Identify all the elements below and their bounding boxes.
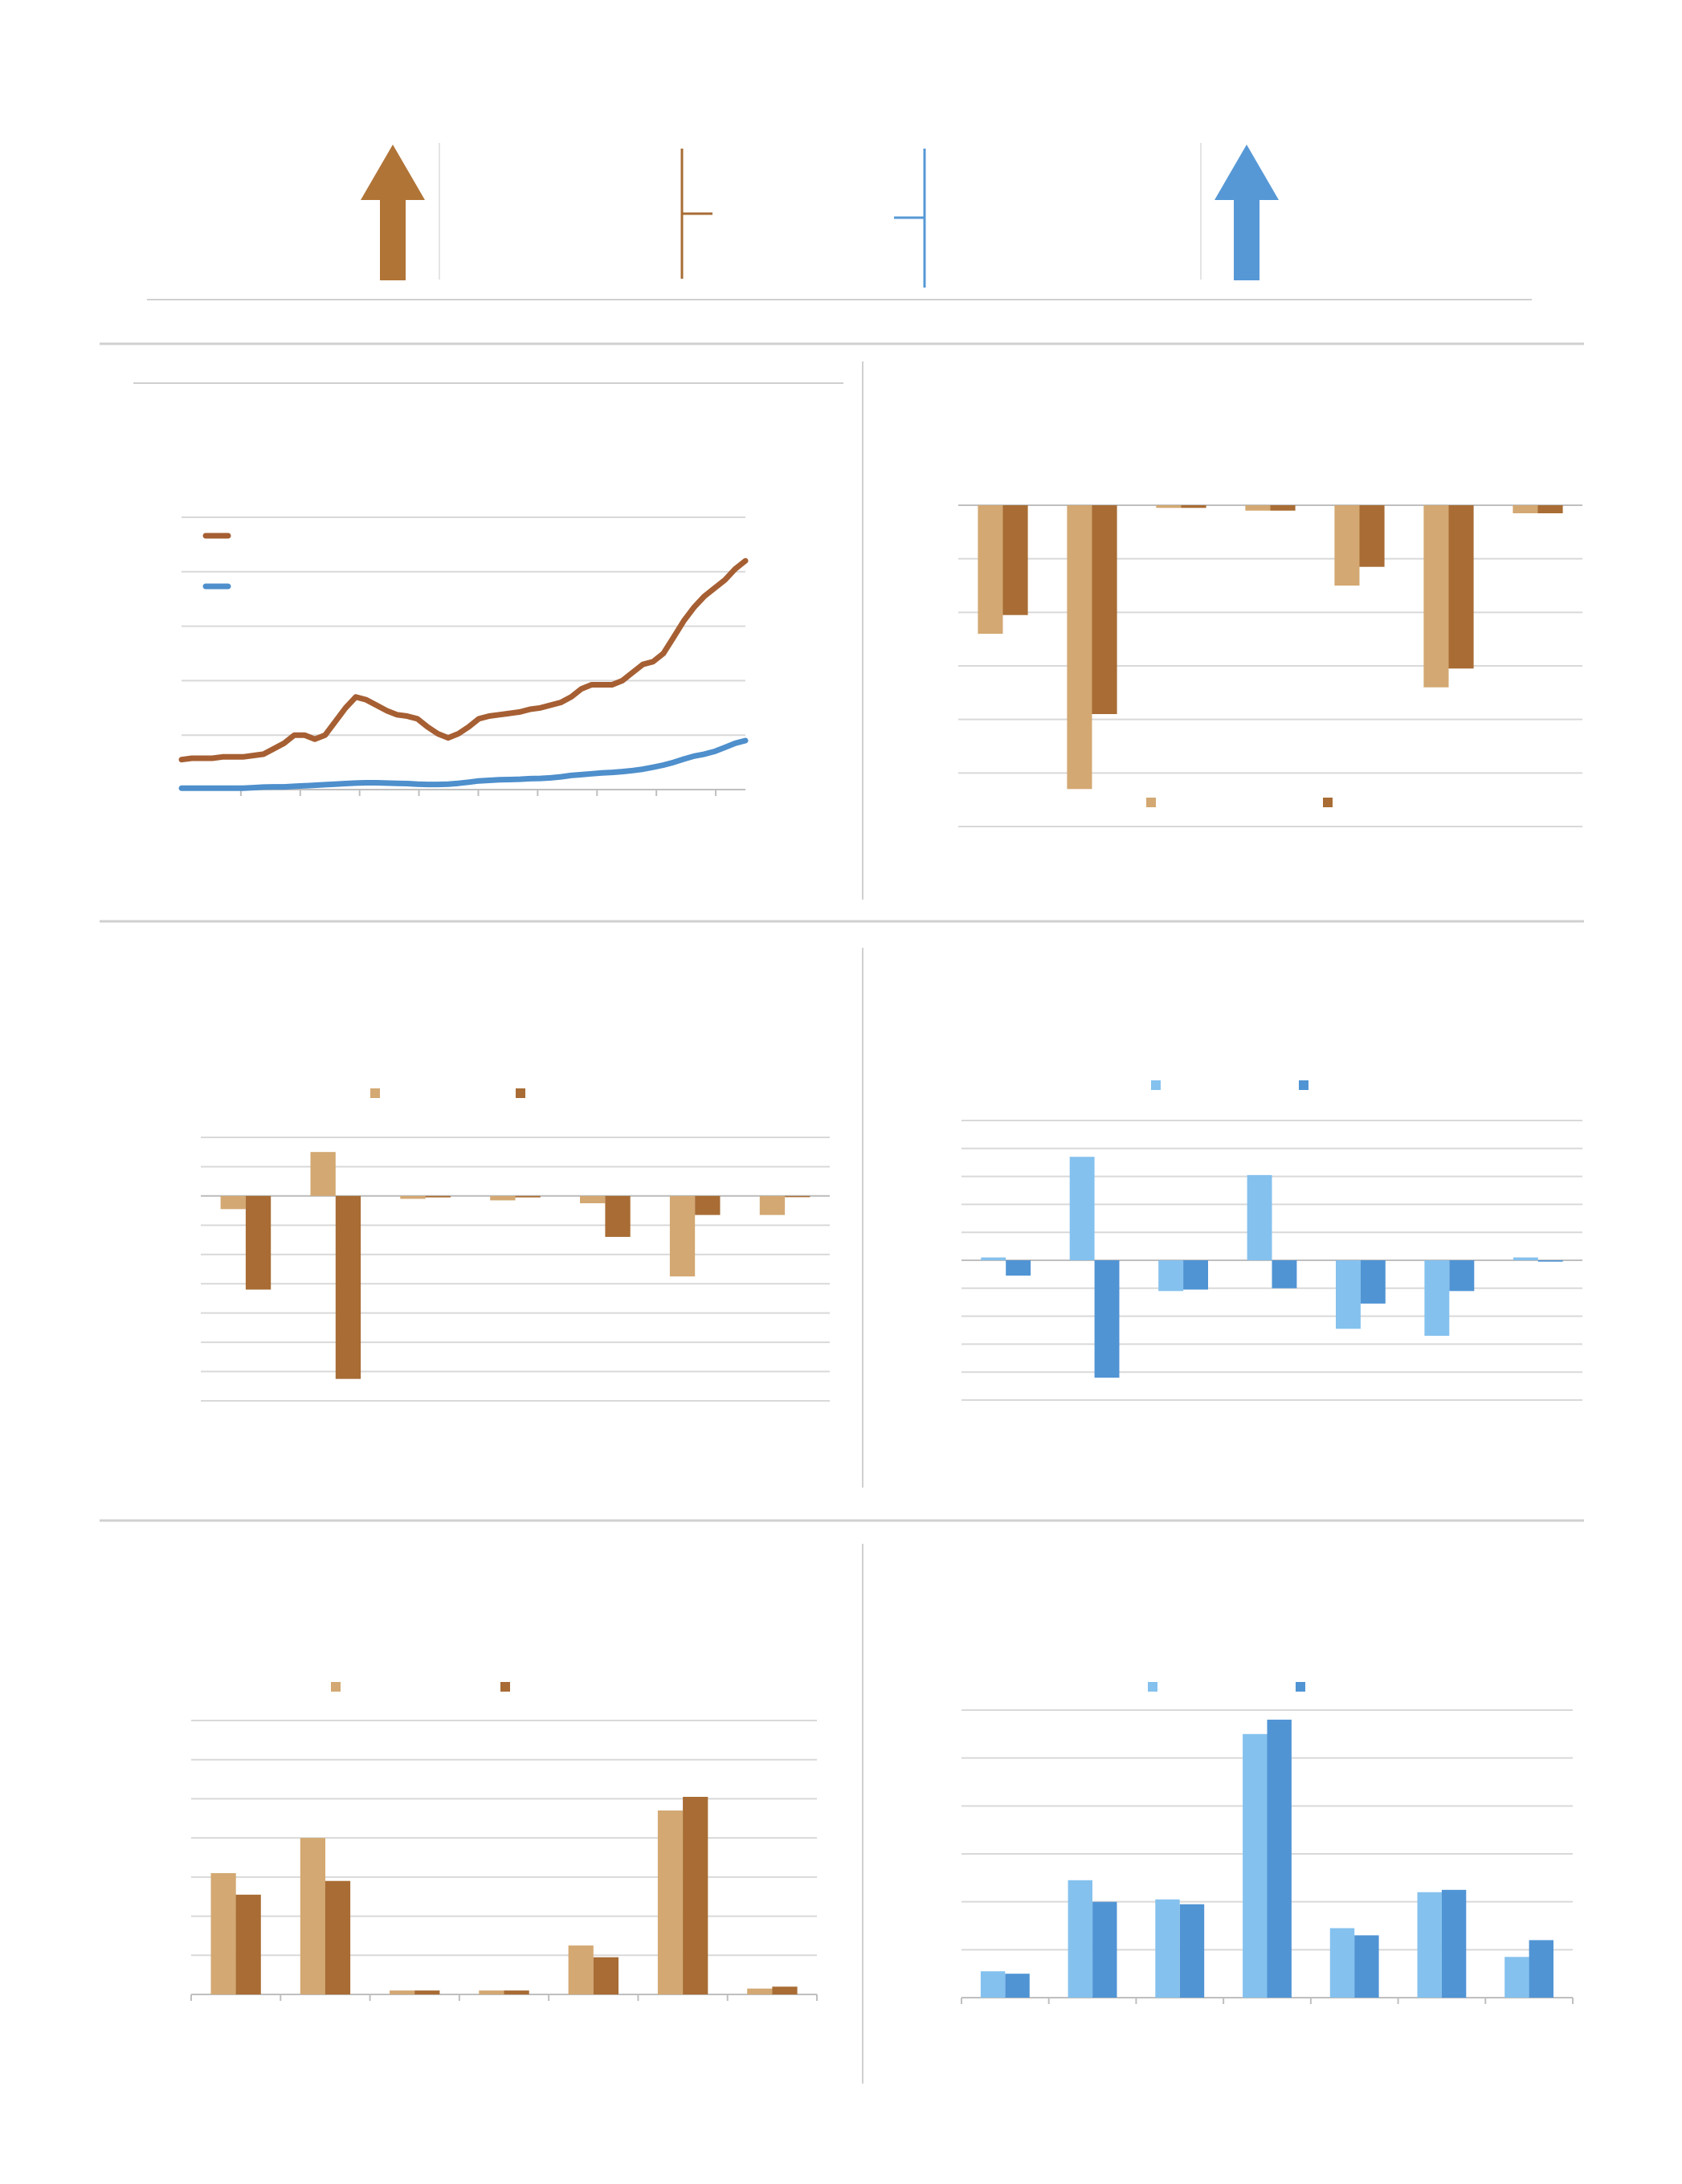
bar-s2-4 <box>1267 1719 1292 1998</box>
bar-s2-3 <box>1179 1904 1205 1998</box>
bar-s1-1 <box>978 505 1003 634</box>
line-series-2 <box>178 737 749 791</box>
bar-s1-6 <box>669 1195 696 1277</box>
bar-s2-1 <box>235 1894 261 1994</box>
bar-s2-2 <box>335 1195 361 1379</box>
bar-s1-5 <box>1336 1260 1361 1329</box>
bar-s1-1 <box>980 1971 1006 1998</box>
bar-s1-5 <box>580 1195 606 1203</box>
bar-s1-3 <box>400 1195 426 1199</box>
bar-s1-5 <box>1329 1928 1355 1998</box>
bar-s2-3 <box>1181 505 1206 508</box>
bar-chart-middle-right <box>961 1080 1582 1401</box>
bracket-blue <box>894 149 926 288</box>
bar-s2-7 <box>1537 505 1563 513</box>
bar-s1-2 <box>310 1152 336 1196</box>
bar-s2-1 <box>1005 1974 1030 1998</box>
bar-s1-2 <box>1067 505 1092 790</box>
bar-s2-2 <box>1092 1901 1117 1998</box>
bar-s1-6 <box>1417 1892 1442 1998</box>
bar-s2-6 <box>683 1797 708 1994</box>
bar-s2-5 <box>1359 505 1385 567</box>
legend-swatch-1 <box>331 1682 341 1692</box>
bar-s1-1 <box>210 1873 236 1994</box>
bar-s2-4 <box>504 1990 529 1994</box>
bar-s1-4 <box>1247 1174 1272 1260</box>
bar-s2-4 <box>1272 1260 1297 1288</box>
bar-s1-7 <box>1513 505 1538 513</box>
bar-s2-4 <box>515 1195 541 1198</box>
bar-chart-bottom-left <box>190 1682 818 2001</box>
line-series-1 <box>178 557 749 763</box>
bar-s1-7 <box>1504 1957 1529 1998</box>
bar-s1-7 <box>1513 1257 1538 1260</box>
bar-s1-5 <box>1334 505 1360 586</box>
bar-s1-3 <box>1158 1260 1184 1292</box>
bar-s1-7 <box>759 1195 786 1215</box>
bar-s2-7 <box>785 1195 810 1198</box>
bar-s1-7 <box>747 1988 773 1994</box>
bar-s1-4 <box>479 1990 504 1994</box>
header-strip <box>147 143 1532 300</box>
bar-s2-7 <box>772 1986 798 1994</box>
legend-swatch-1 <box>1151 1080 1161 1090</box>
bar-s1-4 <box>490 1195 516 1201</box>
bar-s1-3 <box>390 1990 415 1994</box>
bar-s2-5 <box>1360 1260 1386 1304</box>
bar-s2-3 <box>425 1195 451 1198</box>
up-arrow-icon-blue <box>1215 145 1279 280</box>
bar-chart-bottom-right <box>961 1682 1574 2004</box>
bar-s2-4 <box>1270 505 1296 511</box>
bar-s2-2 <box>325 1880 351 1994</box>
bar-s1-6 <box>1424 1260 1450 1336</box>
legend-swatch-1 <box>370 1088 380 1098</box>
bar-s2-6 <box>1449 1260 1475 1292</box>
up-arrow-icon-brown <box>361 145 425 280</box>
bar-s2-7 <box>1537 1260 1563 1262</box>
bar-s1-4 <box>1243 1733 1268 1998</box>
bar-s1-5 <box>568 1945 594 1994</box>
bar-s2-7 <box>1529 1940 1553 1998</box>
legend-swatch-2 <box>1323 798 1333 807</box>
bar-s1-1 <box>981 1257 1006 1260</box>
line-chart <box>178 516 749 796</box>
bar-s2-6 <box>695 1195 721 1215</box>
bar-s1-6 <box>657 1810 684 1994</box>
bar-s2-5 <box>605 1195 631 1237</box>
bar-chart-middle-left <box>201 1088 830 1402</box>
bar-s2-5 <box>593 1957 619 1994</box>
bar-s2-1 <box>1006 1260 1031 1276</box>
legend-swatch-2 <box>1299 1080 1308 1090</box>
bar-s2-6 <box>1448 505 1474 669</box>
bar-s1-3 <box>1156 505 1182 508</box>
bar-s2-5 <box>1354 1935 1379 1998</box>
bar-s1-2 <box>1069 1157 1095 1260</box>
bar-s2-3 <box>1183 1260 1208 1290</box>
legend-swatch-1 <box>1148 1682 1157 1692</box>
legend-swatch-2 <box>516 1088 525 1098</box>
bracket-brown <box>680 149 712 279</box>
bar-s1-2 <box>1068 1880 1092 1998</box>
bar-s2-2 <box>1094 1260 1120 1378</box>
legend-swatch-1 <box>1146 798 1156 807</box>
bar-s2-1 <box>1002 505 1028 615</box>
bar-s1-1 <box>220 1195 246 1210</box>
legend-swatch-2 <box>500 1682 510 1692</box>
bar-s2-6 <box>1441 1889 1467 1998</box>
legend-swatch-2 <box>1296 1682 1305 1692</box>
bar-chart-top-right <box>958 504 1582 827</box>
bar-s2-1 <box>245 1195 271 1290</box>
bar-s1-4 <box>1245 505 1271 511</box>
bar-s1-6 <box>1423 505 1449 688</box>
bar-s1-3 <box>1155 1899 1180 1998</box>
bar-s2-2 <box>1092 505 1117 714</box>
bar-s1-2 <box>300 1838 325 1994</box>
bar-s2-3 <box>414 1990 440 1994</box>
